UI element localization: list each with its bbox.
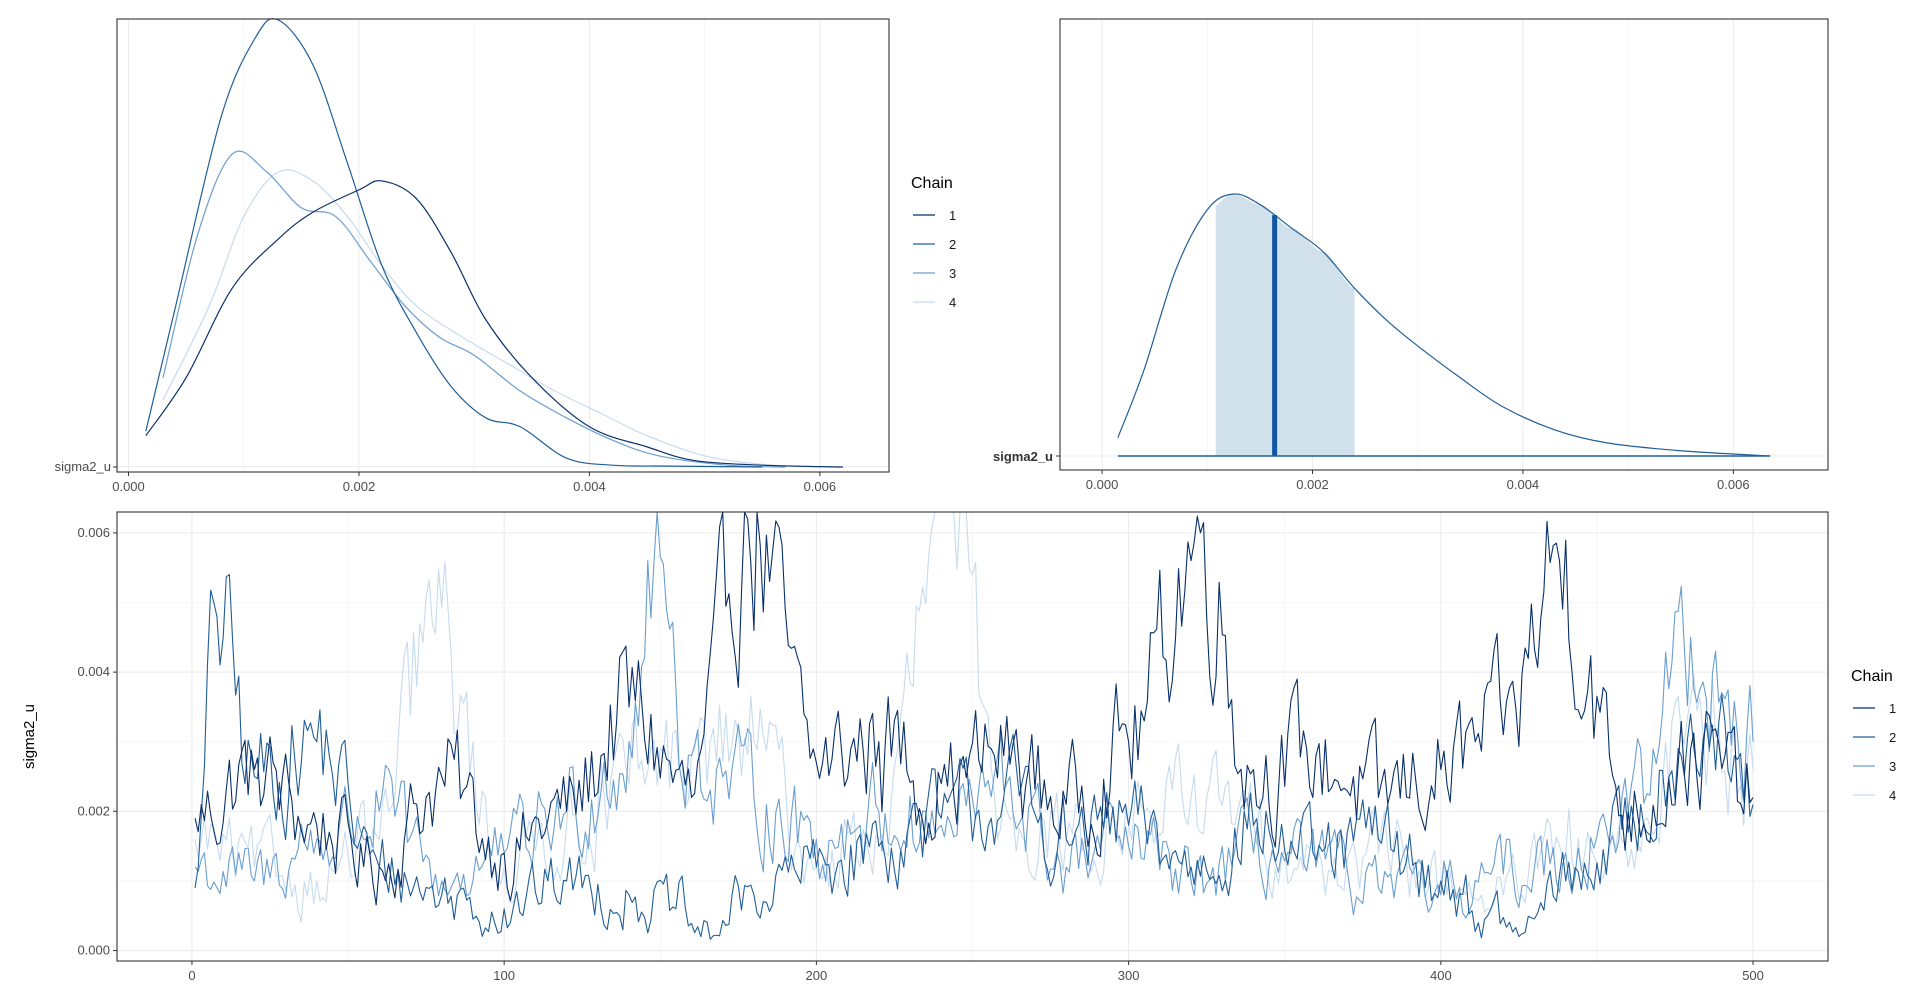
density-overlay-panel: sigma2_u0.000 0.002 0.004 0.006 Chain 1 2 3 4 <box>55 18 956 494</box>
x-tick-label: 0.000 <box>112 479 145 494</box>
legend-label-chain-2: 2 <box>1889 730 1896 745</box>
trace-line-chain-2 <box>194 574 1754 940</box>
x-tick-label: 400 <box>1430 968 1452 983</box>
panel-border <box>1059 18 1829 471</box>
panel-border <box>116 511 1829 962</box>
plot-area <box>117 19 889 472</box>
y-tick-label: 0.004 <box>77 664 110 679</box>
legend-label-chain-4: 4 <box>1889 788 1896 803</box>
legend-label-chain-4: 4 <box>949 295 956 310</box>
x-tick-label: 0 <box>188 968 195 983</box>
y-tick-label: sigma2_u <box>993 449 1053 464</box>
legend-label-chain-3: 3 <box>1889 759 1896 774</box>
posterior-density-line <box>1117 193 1771 457</box>
x-tick-label: 100 <box>493 968 515 983</box>
legend-title: Chain <box>911 175 953 192</box>
x-tick-label: 0.004 <box>1507 477 1540 492</box>
legend-title: Chain <box>1851 668 1893 685</box>
trace-line-chain-4 <box>194 511 1754 923</box>
x-tick-label: 0.004 <box>573 479 606 494</box>
y-tick-label: sigma2_u <box>55 459 111 474</box>
density-line-chain-2 <box>145 18 763 468</box>
x-tick-label: 500 <box>1742 968 1764 983</box>
posterior-interval-panel: sigma2_u 0.000 0.002 0.004 0.006 <box>993 18 1829 492</box>
x-tick-label: 0.002 <box>343 479 376 494</box>
y-tick-label: 0.000 <box>77 943 110 958</box>
y-tick-label: 0.002 <box>77 803 110 818</box>
legend-label-chain-1: 1 <box>949 208 956 223</box>
legend-label-chain-2: 2 <box>949 237 956 252</box>
x-tick-label: 0.006 <box>1717 477 1750 492</box>
density-line-chain-4 <box>162 169 820 468</box>
trace-line-chain-1 <box>194 511 1754 906</box>
x-tick-label: 0.000 <box>1086 477 1119 492</box>
density-line-chain-1 <box>145 180 843 468</box>
x-tick-label: 0.002 <box>1296 477 1329 492</box>
trace-line-chain-3 <box>194 511 1754 919</box>
y-tick-label: 0.006 <box>77 525 110 540</box>
legend-label-chain-1: 1 <box>1889 701 1896 716</box>
x-tick-label: 300 <box>1118 968 1140 983</box>
x-tick-label: 200 <box>806 968 828 983</box>
x-tick-label: 0.006 <box>804 479 837 494</box>
legend-label-chain-3: 3 <box>949 266 956 281</box>
density-line-chain-3 <box>162 150 786 468</box>
trace-plot-panel: 0.000 0.002 0.004 0.006 0 100 200 300 400 500 sigm… <box>21 511 1896 983</box>
y-axis-title: sigma2_u <box>21 704 38 769</box>
credible-interval-area <box>1215 194 1355 456</box>
plot-area <box>1060 19 1828 470</box>
panel-border <box>116 18 890 473</box>
